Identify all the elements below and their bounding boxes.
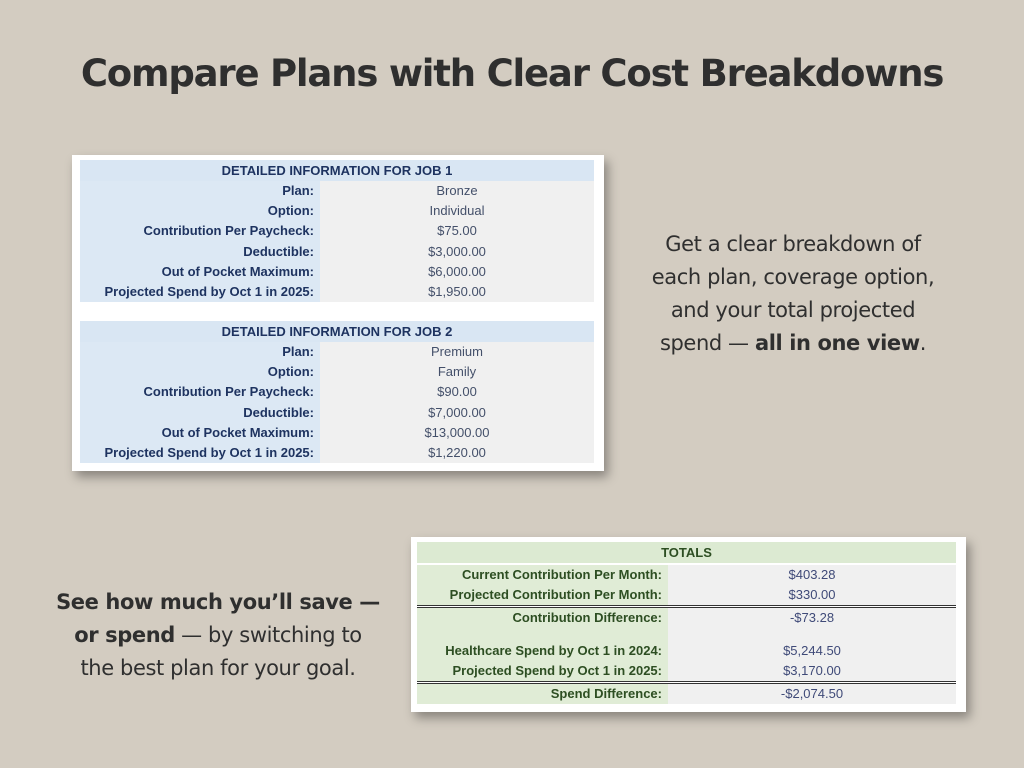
row-value: Individual bbox=[320, 201, 594, 222]
row-value: $6,000.00 bbox=[320, 261, 594, 282]
spacer-value bbox=[668, 628, 956, 641]
table-row: Contribution Per Paycheck: $75.00 bbox=[80, 221, 594, 242]
row-value: $7,000.00 bbox=[320, 402, 594, 423]
description-line: See how much you’ll save — bbox=[40, 586, 396, 619]
totals-table: TOTALS Current Contribution Per Month: $4… bbox=[417, 542, 956, 705]
text: spend — bbox=[659, 331, 755, 355]
table-row: Deductible: $3,000.00 bbox=[80, 241, 594, 262]
row-value: Bronze bbox=[320, 181, 594, 202]
page-title: Compare Plans with Clear Cost Breakdowns bbox=[80, 52, 945, 95]
row-label: Deductible: bbox=[80, 241, 320, 262]
row-value: $1,950.00 bbox=[320, 281, 594, 303]
table-row: Projected Spend by Oct 1 in 2025: $1,950.… bbox=[80, 281, 594, 303]
description-line: the best plan for your goal. bbox=[80, 656, 356, 680]
row-label: Healthcare Spend by Oct 1 in 2024: bbox=[417, 640, 668, 661]
table-row: Current Contribution Per Month: $403.28 bbox=[417, 565, 956, 586]
table-row: Option: Family bbox=[80, 362, 594, 383]
description-line: Get a clear breakdown of bbox=[665, 232, 921, 256]
description-line: each plan, coverage option, bbox=[651, 265, 935, 289]
row-label: Projected Spend by Oct 1 in 2025: bbox=[417, 660, 668, 681]
row-value: $403.28 bbox=[668, 565, 956, 586]
table-row: Projected Spend by Oct 1 in 2025: $1,220.… bbox=[80, 442, 594, 464]
row-value: $1,220.00 bbox=[320, 442, 594, 464]
row-value: Premium bbox=[320, 342, 594, 363]
table-row: Contribution Difference: -$73.28 bbox=[417, 608, 956, 629]
row-label: Current Contribution Per Month: bbox=[417, 565, 668, 586]
row-value: $13,000.00 bbox=[320, 422, 594, 443]
row-value: $330.00 bbox=[668, 585, 956, 606]
row-label: Projected Spend by Oct 1 in 2025: bbox=[80, 281, 320, 303]
table-row: Projected Spend by Oct 1 in 2025: $3,170.… bbox=[417, 660, 956, 684]
row-label: Option: bbox=[80, 362, 320, 383]
row-label: Contribution Per Paycheck: bbox=[80, 382, 320, 403]
table-row: Healthcare Spend by Oct 1 in 2024: $5,244… bbox=[417, 640, 956, 661]
row-label: Spend Difference: bbox=[417, 683, 668, 705]
emphasis-text: See how much you’ll save — bbox=[56, 590, 380, 614]
description-line: spend — all in one view. bbox=[620, 327, 966, 360]
spacer-label bbox=[417, 628, 668, 641]
table-row: Option: Individual bbox=[80, 201, 594, 222]
row-label: Contribution Per Paycheck: bbox=[80, 221, 320, 242]
row-value: $3,000.00 bbox=[320, 241, 594, 262]
emphasis-text: all in one view bbox=[754, 331, 920, 355]
row-label: Option: bbox=[80, 201, 320, 222]
emphasis-text: or spend bbox=[74, 623, 175, 647]
text: — by switching to bbox=[174, 623, 362, 647]
row-value: $75.00 bbox=[320, 221, 594, 242]
row-label: Deductible: bbox=[80, 402, 320, 423]
totals-header: TOTALS bbox=[417, 542, 956, 563]
job1-table: DETAILED INFORMATION FOR JOB 1 Plan: Bron… bbox=[80, 160, 594, 303]
description-line: and your total projected bbox=[670, 298, 916, 322]
table-row: Contribution Per Paycheck: $90.00 bbox=[80, 382, 594, 403]
row-label: Out of Pocket Maximum: bbox=[80, 261, 320, 282]
row-value: Family bbox=[320, 362, 594, 383]
totals-card: TOTALS Current Contribution Per Month: $4… bbox=[411, 537, 966, 712]
job2-header: DETAILED INFORMATION FOR JOB 2 bbox=[80, 321, 594, 342]
row-value: -$2,074.50 bbox=[668, 683, 956, 705]
row-value: $5,244.50 bbox=[668, 640, 956, 661]
table-row: Projected Contribution Per Month: $330.00 bbox=[417, 585, 956, 609]
table-row: Deductible: $7,000.00 bbox=[80, 402, 594, 423]
table-row: Out of Pocket Maximum: $6,000.00 bbox=[80, 261, 594, 282]
row-value: $3,170.00 bbox=[668, 660, 956, 681]
job2-table: DETAILED INFORMATION FOR JOB 2 Plan: Prem… bbox=[80, 321, 594, 464]
text: . bbox=[919, 331, 927, 355]
table-row: Plan: Premium bbox=[80, 342, 594, 363]
table-row: Spend Difference: -$2,074.50 bbox=[417, 683, 956, 705]
row-value: -$73.28 bbox=[668, 608, 956, 629]
table-row: Out of Pocket Maximum: $13,000.00 bbox=[80, 422, 594, 443]
job1-header: DETAILED INFORMATION FOR JOB 1 bbox=[80, 160, 594, 181]
breakdown-description: Get a clear breakdown of each plan, cove… bbox=[620, 228, 966, 360]
row-label: Out of Pocket Maximum: bbox=[80, 422, 320, 443]
row-label: Plan: bbox=[80, 342, 320, 363]
row-label: Contribution Difference: bbox=[417, 608, 668, 629]
table-row: Plan: Bronze bbox=[80, 181, 594, 202]
job-details-card: DETAILED INFORMATION FOR JOB 1 Plan: Bron… bbox=[72, 155, 604, 471]
description-line: or spend — by switching to bbox=[40, 619, 396, 652]
spacer-row bbox=[417, 628, 956, 641]
row-label: Projected Contribution Per Month: bbox=[417, 585, 668, 606]
row-label: Plan: bbox=[80, 181, 320, 202]
savings-description: See how much you’ll save — or spend — by… bbox=[40, 586, 396, 685]
row-label: Projected Spend by Oct 1 in 2025: bbox=[80, 442, 320, 464]
row-value: $90.00 bbox=[320, 382, 594, 403]
